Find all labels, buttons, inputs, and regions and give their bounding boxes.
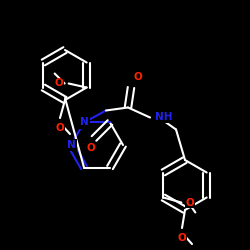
Text: O: O xyxy=(87,144,96,154)
Text: N: N xyxy=(80,118,88,128)
Text: O: O xyxy=(133,72,142,83)
Text: N: N xyxy=(66,140,76,150)
Text: O: O xyxy=(55,78,64,88)
Text: NH: NH xyxy=(155,112,172,122)
Text: O: O xyxy=(178,233,186,243)
Text: O: O xyxy=(56,123,64,133)
Text: O: O xyxy=(185,198,194,207)
